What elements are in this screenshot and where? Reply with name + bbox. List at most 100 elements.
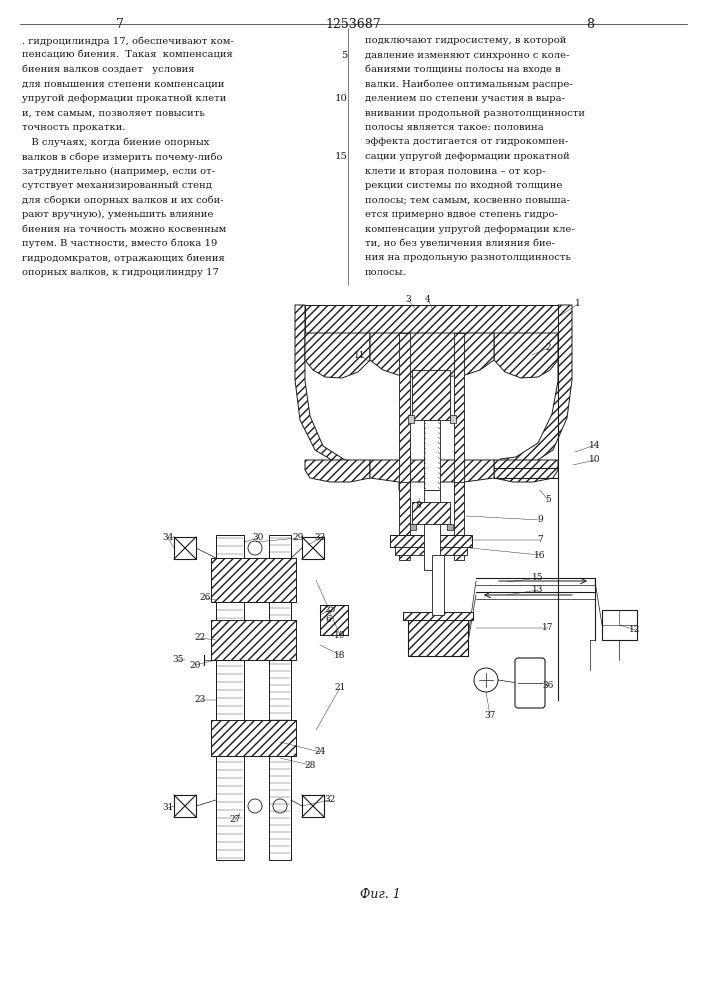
Text: 26: 26 [199, 593, 211, 602]
Text: 5: 5 [545, 495, 551, 504]
Bar [450, 415, 456, 423]
Bar [424, 490, 440, 570]
Text: внивании продольной разнотолщинности: внивании продольной разнотолщинности [365, 108, 585, 117]
Polygon shape [305, 333, 370, 378]
Polygon shape [494, 333, 558, 378]
Text: 32: 32 [325, 796, 336, 804]
Text: 33: 33 [315, 534, 326, 542]
Text: полосы.: полосы. [365, 268, 407, 277]
Text: 18: 18 [334, 650, 346, 660]
Text: полосы; тем самым, косвенно повыша-: полосы; тем самым, косвенно повыша- [365, 196, 570, 205]
Text: . гидроцилиндра 17, обеспечивают ком-: . гидроцилиндра 17, обеспечивают ком- [22, 36, 234, 45]
FancyBboxPatch shape [515, 658, 545, 708]
Text: ния на продольную разнотолщинность: ния на продольную разнотолщинность [365, 253, 571, 262]
Text: эффекта достигается от гидрокомпен-: эффекта достигается от гидрокомпен- [365, 137, 568, 146]
Text: 15: 15 [335, 152, 348, 161]
Bar [174, 537, 196, 559]
Text: 27: 27 [229, 816, 240, 824]
Text: для повышения степени компенсации: для повышения степени компенсации [22, 80, 225, 89]
Bar [211, 558, 296, 602]
Text: валки. Наиболее оптимальным распре-: валки. Наиболее оптимальным распре- [365, 80, 573, 89]
Text: подключают гидросистему, в которой: подключают гидросистему, в которой [365, 36, 566, 45]
Text: 12: 12 [629, 626, 641, 635]
Text: 4: 4 [425, 296, 431, 304]
Bar [174, 795, 196, 817]
Text: биения валков создает   условия: биения валков создает условия [22, 65, 194, 75]
Text: баниями толщины полосы на входе в: баниями толщины полосы на входе в [365, 65, 561, 74]
Bar [408, 618, 468, 656]
Text: 10: 10 [589, 456, 601, 464]
Bar [302, 795, 324, 817]
Text: гидродомкратов, отражающих биения: гидродомкратов, отражающих биения [22, 253, 225, 263]
Text: 1253687: 1253687 [325, 18, 381, 31]
Bar [399, 482, 410, 560]
Text: валков в сборе измерить почему-либо: валков в сборе измерить почему-либо [22, 152, 223, 161]
Bar [320, 605, 348, 635]
Text: 29: 29 [292, 534, 304, 542]
Bar [395, 547, 467, 555]
Text: 31: 31 [163, 804, 174, 812]
Text: опорных валков, к гидроцилиндру 17: опорных валков, к гидроцилиндру 17 [22, 268, 219, 277]
Text: рекции системы по входной толщине: рекции системы по входной толщине [365, 181, 562, 190]
Bar [412, 370, 450, 420]
Text: 3: 3 [405, 296, 411, 304]
Bar [454, 482, 464, 560]
Bar [302, 537, 324, 559]
Bar [305, 305, 558, 333]
Text: 35: 35 [173, 656, 184, 664]
Text: 6: 6 [325, 615, 331, 624]
Text: 22: 22 [194, 634, 206, 643]
Text: 9: 9 [537, 516, 543, 524]
Text: 24: 24 [315, 748, 326, 756]
Text: 1: 1 [575, 300, 581, 308]
Bar [408, 415, 414, 423]
Text: Фиг. 1: Фиг. 1 [360, 888, 400, 902]
Bar [211, 620, 296, 660]
Bar [424, 420, 440, 490]
Text: 25: 25 [325, 605, 336, 614]
Text: компенсации упругой деформации кле-: компенсации упругой деформации кле- [365, 225, 575, 233]
Text: точность прокатки.: точность прокатки. [22, 123, 126, 132]
Polygon shape [295, 305, 370, 468]
Text: делением по степени участия в выра-: делением по степени участия в выра- [365, 94, 565, 103]
Text: 10: 10 [335, 94, 348, 103]
Bar [211, 720, 296, 756]
Text: рают вручную), уменьшить влияние: рают вручную), уменьшить влияние [22, 210, 214, 219]
Bar [320, 605, 348, 635]
Bar [412, 502, 450, 524]
Text: 7: 7 [537, 536, 543, 544]
Text: полосы является такое: половина: полосы является такое: половина [365, 123, 544, 132]
Text: 20: 20 [189, 660, 201, 670]
Text: 14: 14 [589, 440, 601, 450]
Text: биения на точность можно косвенным: биения на точность можно косвенным [22, 225, 226, 233]
Text: 36: 36 [542, 682, 554, 690]
Text: клети и вторая половина – от кор-: клети и вторая половина – от кор- [365, 166, 545, 176]
Text: 16: 16 [534, 550, 546, 560]
Bar [216, 535, 244, 860]
Text: сутствует механизированный стенд: сутствует механизированный стенд [22, 181, 212, 190]
Polygon shape [305, 460, 370, 482]
Bar [390, 535, 472, 547]
Bar [410, 524, 416, 530]
Bar [454, 333, 464, 490]
Text: 28: 28 [304, 760, 316, 770]
Polygon shape [370, 460, 494, 490]
Text: В случаях, когда биение опорных: В случаях, когда биение опорных [22, 137, 209, 147]
Text: ется примерно вдвое степень гидро-: ется примерно вдвое степень гидро- [365, 210, 558, 219]
Text: 8: 8 [415, 500, 421, 510]
Text: ти, но без увеличения влияния бие-: ти, но без увеличения влияния бие- [365, 239, 555, 248]
Bar [403, 612, 473, 620]
Text: 2: 2 [545, 344, 551, 353]
Text: 21: 21 [334, 684, 346, 692]
Text: затруднительно (например, если от-: затруднительно (например, если от- [22, 166, 215, 176]
Text: 37: 37 [484, 710, 496, 720]
Bar [602, 610, 637, 640]
Polygon shape [500, 305, 572, 468]
Text: давление изменяют синхронно с коле-: давление изменяют синхронно с коле- [365, 50, 570, 60]
Text: 19: 19 [334, 631, 346, 640]
Text: 34: 34 [163, 534, 174, 542]
Text: сации упругой деформации прокатной: сации упругой деформации прокатной [365, 152, 570, 161]
Text: упругой деформации прокатной клети: упругой деформации прокатной клети [22, 94, 226, 103]
Text: 13: 13 [532, 585, 544, 594]
Bar [432, 555, 444, 615]
